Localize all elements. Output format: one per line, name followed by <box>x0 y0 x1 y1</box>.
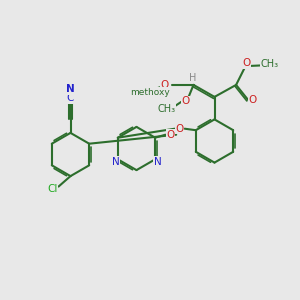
Text: CH₃: CH₃ <box>261 59 279 69</box>
Text: O: O <box>182 96 190 106</box>
Text: methoxy: methoxy <box>130 88 170 97</box>
Text: C: C <box>67 93 74 103</box>
Text: N: N <box>154 157 161 167</box>
Text: H: H <box>189 73 197 83</box>
Text: O: O <box>242 58 251 68</box>
Text: N: N <box>66 84 75 94</box>
Text: O: O <box>160 80 169 90</box>
Text: Cl: Cl <box>47 184 58 194</box>
Text: O: O <box>167 130 175 140</box>
Text: N: N <box>112 157 119 167</box>
Text: O: O <box>248 95 257 105</box>
Text: CH₃: CH₃ <box>158 103 175 114</box>
Text: O: O <box>175 124 183 134</box>
